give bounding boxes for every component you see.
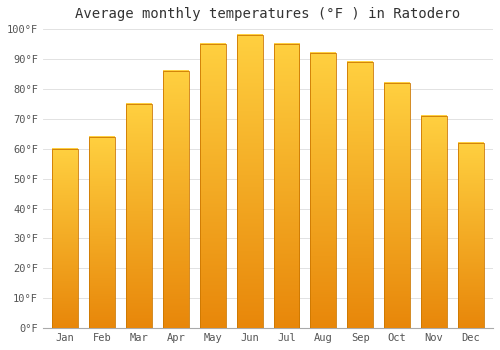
Bar — [384, 83, 410, 328]
Bar — [458, 143, 484, 328]
Bar — [200, 44, 226, 328]
Bar — [126, 104, 152, 328]
Bar — [236, 35, 262, 328]
Bar — [421, 116, 447, 328]
Bar — [163, 71, 189, 328]
Bar — [274, 44, 299, 328]
Title: Average monthly temperatures (°F ) in Ratodero: Average monthly temperatures (°F ) in Ra… — [76, 7, 460, 21]
Bar — [89, 137, 115, 328]
Bar — [52, 149, 78, 328]
Bar — [348, 62, 373, 328]
Bar — [310, 53, 336, 328]
